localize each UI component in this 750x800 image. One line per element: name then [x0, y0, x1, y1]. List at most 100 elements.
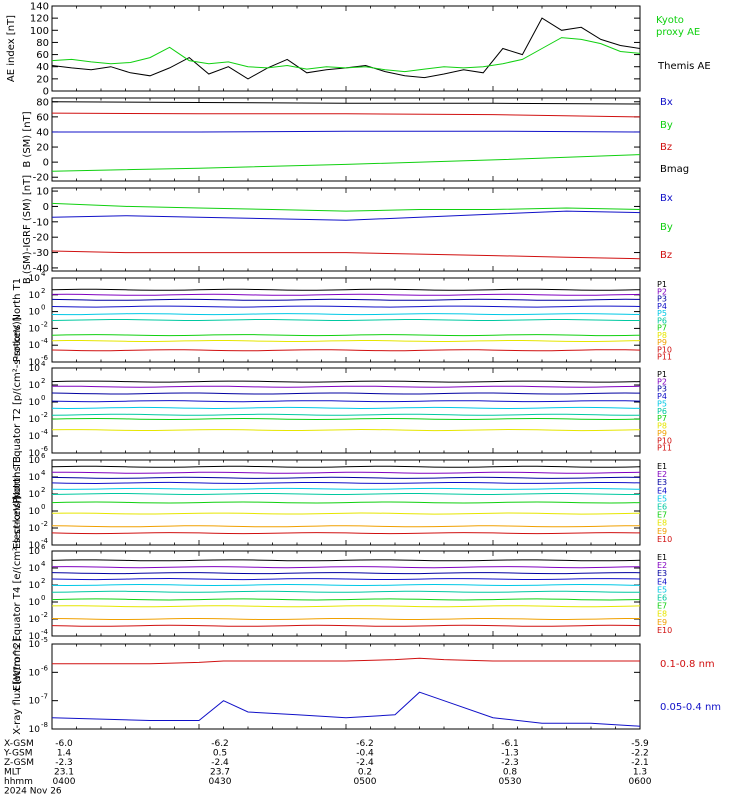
- y-axis-label: Electrons Equator T4 [e/(cm²-s-sr-keV)]: [12, 496, 23, 691]
- channel-line-p1: [51, 288, 641, 291]
- channel-line-e3: [51, 476, 641, 479]
- y-axis-label: X-ray flux [W/m^2]: [12, 638, 23, 735]
- y-tick-exponent: 2: [41, 577, 45, 585]
- channel-line-p2: [51, 293, 641, 296]
- y-tick-label: 10: [29, 364, 41, 374]
- channel-line-p7: [51, 417, 641, 421]
- legend-e10: E10: [657, 626, 672, 635]
- channel-line-p8: [51, 340, 641, 342]
- y-tick-exponent: -5: [41, 636, 48, 644]
- channel-line-p4: [51, 400, 641, 403]
- legend-e2: E2: [657, 561, 667, 570]
- y-tick-label: -40: [33, 263, 49, 274]
- y-tick-label: 100: [30, 26, 49, 37]
- legend-p10: P10: [657, 436, 672, 445]
- channel-line-p10: [51, 349, 641, 352]
- footer-value: -1.3: [501, 749, 519, 759]
- y-tick-exponent: 4: [41, 360, 46, 368]
- legend-p1: P1: [657, 280, 667, 289]
- footer-value: -5.9: [631, 739, 649, 749]
- channel-line-p3: [51, 298, 641, 301]
- series-line-0-05-0-4-nm: [51, 691, 641, 727]
- y-tick-exponent: 6: [41, 452, 46, 460]
- y-tick-exponent: -4: [41, 628, 49, 636]
- channel-line-e9: [51, 525, 640, 528]
- legend-bz: Bz: [660, 250, 672, 261]
- series-line-0-1-0-8-nm: [52, 657, 640, 665]
- y-tick-label: 10: [29, 324, 41, 334]
- channel-line-e5: [51, 487, 641, 490]
- series-line-by: [51, 202, 641, 212]
- y-tick-label: 10: [29, 564, 41, 574]
- y-tick-label: 10: [29, 381, 41, 391]
- footer-row-label: hhmm: [4, 777, 33, 787]
- y-tick-exponent: 0: [41, 594, 45, 602]
- y-tick-label: 80: [36, 38, 49, 49]
- y-tick-label: 40: [36, 127, 49, 138]
- y-tick-exponent: -8: [41, 721, 48, 729]
- y-tick-exponent: -4: [41, 428, 49, 436]
- channel-line-e4: [51, 481, 641, 485]
- panel-frame-1: [51, 97, 641, 182]
- series-line-bz: [51, 250, 641, 260]
- y-tick-label: 10: [29, 725, 41, 735]
- legend-proxy-ae: proxy AE: [656, 27, 700, 38]
- footer-value: 0600: [629, 777, 652, 787]
- y-tick-label: 120: [30, 14, 49, 25]
- legend-e2: E2: [657, 470, 667, 479]
- legend-by: By: [660, 120, 673, 131]
- y-tick-exponent: 4: [41, 560, 46, 568]
- panel-frame-7: [51, 643, 641, 730]
- legend-e9: E9: [657, 618, 667, 627]
- panel-frame-2: [51, 187, 641, 272]
- y-axis-label: Electrons North T3: [12, 456, 23, 549]
- y-tick-label: 10: [29, 490, 41, 500]
- footer-value: 1.3: [633, 768, 647, 778]
- footer-value: 0500: [354, 777, 377, 787]
- channel-line-e6: [51, 590, 640, 593]
- channel-line-e7: [51, 598, 641, 601]
- legend-p11: P11: [657, 353, 672, 362]
- legend-p7: P7: [657, 414, 667, 423]
- y-tick-exponent: -7: [41, 693, 48, 701]
- channel-line-e8: [51, 605, 641, 608]
- footer-value: 0400: [53, 777, 76, 787]
- y-tick-label: 10: [29, 473, 41, 483]
- channel-line-e7: [51, 501, 641, 504]
- y-tick-label: 10: [29, 598, 41, 608]
- y-tick-exponent: 4: [41, 270, 46, 278]
- y-tick-label: 10: [29, 547, 41, 557]
- channel-line-e6: [51, 493, 640, 495]
- footer-value: -2.1: [631, 758, 649, 768]
- footer-row-label: Z-GSM: [4, 758, 34, 768]
- legend-e10: E10: [657, 535, 672, 544]
- channel-line-e1: [51, 465, 641, 468]
- y-axis-label: B (SM)-IGRF (SM) [nT]: [22, 175, 33, 284]
- y-tick-label: 10: [29, 449, 41, 459]
- y-tick-label: 10: [29, 697, 41, 707]
- y-tick-label: 10: [29, 415, 41, 425]
- channel-line-e10: [51, 624, 641, 627]
- channel-line-e8: [51, 512, 641, 515]
- y-tick-exponent: -6: [41, 354, 49, 362]
- legend-bz: Bz: [660, 142, 672, 153]
- y-tick-exponent: 2: [41, 287, 45, 295]
- y-tick-exponent: 2: [41, 377, 45, 385]
- channel-line-e3: [51, 572, 641, 575]
- legend-e8: E8: [657, 610, 667, 619]
- y-tick-label: 10: [29, 640, 41, 650]
- y-tick-label: 60: [36, 50, 49, 61]
- legend-p2: P2: [657, 287, 667, 296]
- legend-p9: P9: [657, 429, 667, 438]
- legend-e8: E8: [657, 519, 667, 528]
- channel-line-e9: [51, 618, 640, 620]
- legend-xray-short: 0.05-0.4 nm: [660, 702, 721, 713]
- footer-value: -6.0: [55, 739, 73, 749]
- legend-by: By: [660, 222, 673, 233]
- y-tick-label: -20: [33, 173, 49, 184]
- footer-row-label: X-GSM: [4, 739, 34, 749]
- panel-frame-4: [51, 367, 641, 454]
- footer-value: 1.4: [57, 749, 72, 759]
- y-tick-label: 0: [43, 202, 49, 213]
